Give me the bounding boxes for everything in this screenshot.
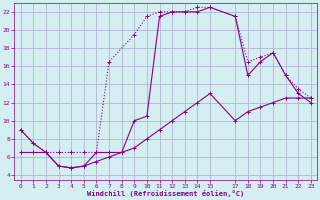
X-axis label: Windchill (Refroidissement éolien,°C): Windchill (Refroidissement éolien,°C) [87, 190, 244, 197]
